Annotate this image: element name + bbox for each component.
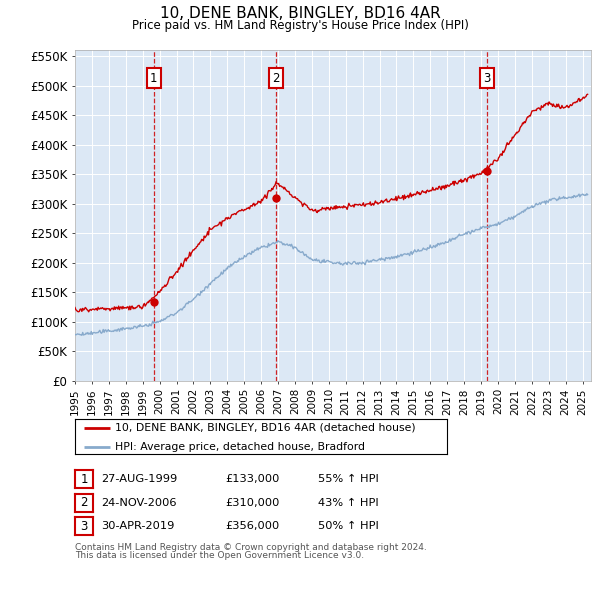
Text: 50% ↑ HPI: 50% ↑ HPI <box>318 522 379 531</box>
Text: 10, DENE BANK, BINGLEY, BD16 4AR: 10, DENE BANK, BINGLEY, BD16 4AR <box>160 6 440 21</box>
Text: Contains HM Land Registry data © Crown copyright and database right 2024.: Contains HM Land Registry data © Crown c… <box>75 543 427 552</box>
Text: HPI: Average price, detached house, Bradford: HPI: Average price, detached house, Brad… <box>115 441 365 451</box>
Text: 43% ↑ HPI: 43% ↑ HPI <box>318 498 379 507</box>
Text: 10, DENE BANK, BINGLEY, BD16 4AR (detached house): 10, DENE BANK, BINGLEY, BD16 4AR (detach… <box>115 423 416 432</box>
Text: 1: 1 <box>150 72 157 85</box>
Text: 2: 2 <box>80 496 88 509</box>
Text: This data is licensed under the Open Government Licence v3.0.: This data is licensed under the Open Gov… <box>75 552 364 560</box>
Text: 3: 3 <box>80 520 88 533</box>
Text: Price paid vs. HM Land Registry's House Price Index (HPI): Price paid vs. HM Land Registry's House … <box>131 19 469 32</box>
Text: £133,000: £133,000 <box>225 474 280 484</box>
Text: 55% ↑ HPI: 55% ↑ HPI <box>318 474 379 484</box>
Text: 3: 3 <box>483 72 490 85</box>
Text: 24-NOV-2006: 24-NOV-2006 <box>101 498 176 507</box>
Text: 27-AUG-1999: 27-AUG-1999 <box>101 474 177 484</box>
Text: 2: 2 <box>272 72 280 85</box>
Text: 1: 1 <box>80 473 88 486</box>
Text: 30-APR-2019: 30-APR-2019 <box>101 522 174 531</box>
Text: £310,000: £310,000 <box>225 498 280 507</box>
Text: £356,000: £356,000 <box>225 522 279 531</box>
